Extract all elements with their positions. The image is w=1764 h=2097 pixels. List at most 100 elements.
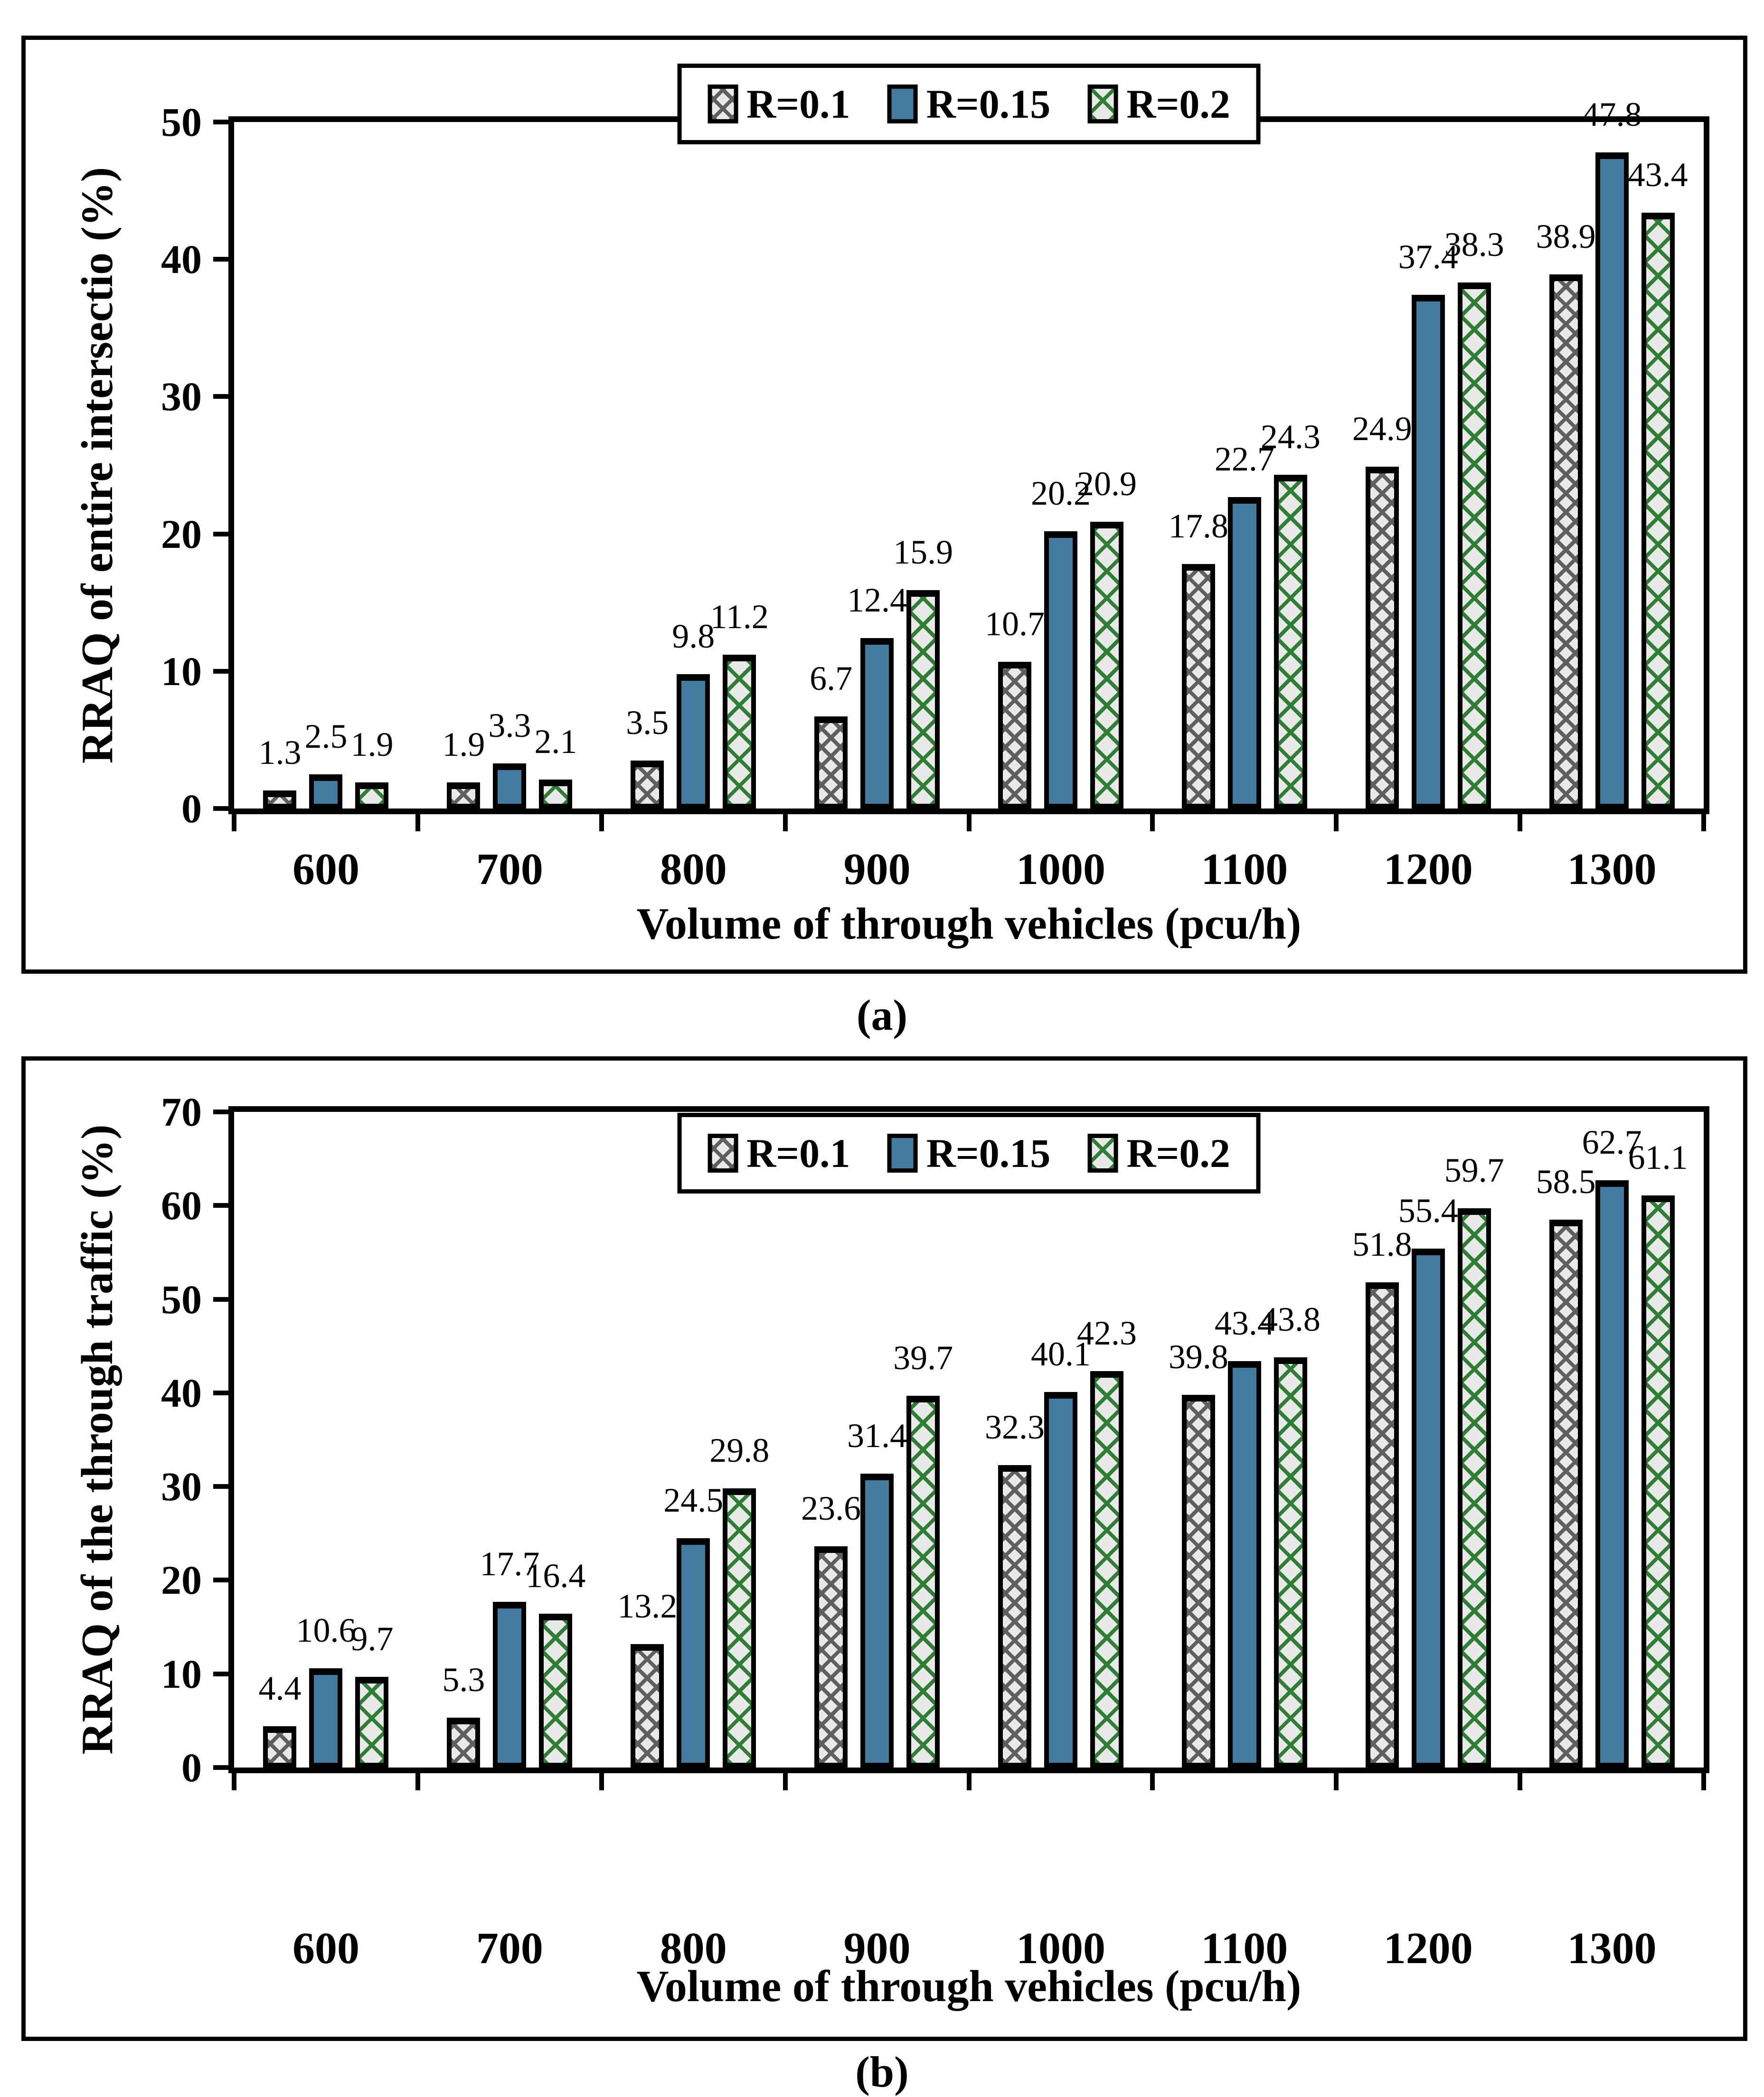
bar-R=0.2-1000 xyxy=(1090,1371,1123,1768)
x-tick-label-600: 600 xyxy=(292,845,359,894)
bar-R=0.15-700 xyxy=(493,763,527,809)
bar-value-label: 10.7 xyxy=(984,604,1045,643)
bar-value-label: 22.7 xyxy=(1214,440,1274,478)
x-axis-tick xyxy=(966,1773,972,1790)
x-axis-tick xyxy=(232,814,236,831)
y-axis-tick xyxy=(213,806,228,811)
legend-swatch-r015-icon xyxy=(887,85,918,123)
y-axis-tick xyxy=(213,120,228,124)
x-axis-title-b: Volume of through vehicles (pcu/h) xyxy=(636,1962,1302,2011)
x-axis-tick xyxy=(1334,814,1339,831)
bar-value-label: 37.4 xyxy=(1398,238,1458,276)
bar-value-label: 43.8 xyxy=(1260,1300,1321,1338)
x-tick-label-600: 600 xyxy=(292,1924,359,1973)
bar-value-label: 62.7 xyxy=(1582,1123,1642,1162)
bar-R=0.2-900 xyxy=(906,1395,940,1768)
bar-R=0.1-600 xyxy=(263,790,297,809)
y-axis-tick xyxy=(213,1578,228,1583)
bar-R=0.1-800 xyxy=(631,760,664,809)
y-axis-tick xyxy=(213,668,228,674)
bar-R=0.2-600 xyxy=(355,1676,389,1768)
x-axis-tick xyxy=(599,814,604,831)
legend-item-r02: R=0.2 xyxy=(1087,80,1230,128)
x-axis-tick xyxy=(1701,1773,1706,1790)
panel-a: RRAQ of entire intersectio (%) R=0.1 R=0… xyxy=(21,36,1747,974)
y-axis-tick xyxy=(213,1484,228,1489)
y-tick-label-70: 70 xyxy=(161,1089,202,1135)
bar-R=0.2-600 xyxy=(355,782,389,809)
bar-R=0.1-1200 xyxy=(1365,1282,1399,1768)
bar-value-label: 1.3 xyxy=(258,733,302,772)
bar-R=0.2-800 xyxy=(723,1488,756,1768)
x-tick-label-900: 900 xyxy=(843,845,911,894)
x-axis-tick xyxy=(783,814,788,831)
x-axis-tick xyxy=(232,1773,236,1790)
y-tick-label-0: 0 xyxy=(181,1745,202,1790)
bar-R=0.15-1200 xyxy=(1411,1249,1445,1768)
legend-item-r01: R=0.1 xyxy=(707,1129,850,1177)
bar-value-label: 29.8 xyxy=(709,1431,770,1470)
bar-R=0.15-600 xyxy=(309,774,343,809)
bar-value-label: 5.3 xyxy=(442,1661,485,1699)
x-axis-tick xyxy=(966,814,972,831)
legend-swatch-r01-icon xyxy=(707,85,738,123)
bar-value-label: 42.3 xyxy=(1076,1314,1137,1353)
y-axis-tick xyxy=(213,257,228,262)
legend-a: R=0.1 R=0.15 R=0.2 xyxy=(677,64,1261,144)
bar-value-label: 38.3 xyxy=(1444,226,1504,264)
bar-R=0.1-1100 xyxy=(1181,564,1215,809)
bars-a: 1.3 2.5 1.9 1.9 3.3 2.1 3.5 9.8 11.2 6.7 12.4 15.9 1… xyxy=(234,95,1704,809)
legend-b: R=0.1 R=0.15 R=0.2 xyxy=(677,1113,1261,1194)
bar-R=0.15-1000 xyxy=(1044,531,1077,809)
legend-item-r015: R=0.15 xyxy=(887,1129,1051,1177)
bar-R=0.2-900 xyxy=(906,590,940,809)
y-tick-label-20: 20 xyxy=(161,511,202,557)
bar-R=0.1-1300 xyxy=(1549,1219,1583,1768)
bar-R=0.1-1000 xyxy=(998,661,1031,809)
legend-label-r02: R=0.2 xyxy=(1126,81,1230,127)
y-axis-tick xyxy=(213,1203,228,1208)
bar-value-label: 40.1 xyxy=(1030,1335,1091,1373)
bar-R=0.15-900 xyxy=(860,638,894,809)
y-tick-label-10: 10 xyxy=(161,1651,202,1697)
caption-a: (a) xyxy=(856,991,908,1039)
y-tick-label-50: 50 xyxy=(161,99,202,145)
bar-value-label: 10.6 xyxy=(296,1611,356,1649)
legend-label-r015: R=0.15 xyxy=(926,1130,1051,1176)
bar-value-label: 1.9 xyxy=(350,725,394,764)
x-tick-label-900: 900 xyxy=(843,1924,911,1973)
panel-b: RRAQ of the through traffic (%) R=0.1 R=… xyxy=(21,1056,1747,2041)
plot-area-a: R=0.1 R=0.15 R=0.2 1.3 2.5 1.9 1.9 3.3 2.1 3.5… xyxy=(228,64,1709,814)
y-tick-label-40: 40 xyxy=(161,1370,202,1416)
bar-value-label: 2.1 xyxy=(534,723,577,761)
legend-swatch-r02-icon xyxy=(1087,1134,1118,1173)
x-axis-tick xyxy=(415,814,420,831)
bar-value-label: 43.4 xyxy=(1214,1304,1274,1342)
legend-item-r015: R=0.15 xyxy=(887,80,1050,128)
y-axis-tick xyxy=(213,1110,228,1114)
bar-R=0.2-1200 xyxy=(1457,282,1491,809)
x-axis-tick xyxy=(783,1773,788,1790)
bar-value-label: 3.5 xyxy=(626,703,669,742)
bar-value-label: 61.1 xyxy=(1628,1138,1688,1176)
bar-R=0.1-900 xyxy=(814,716,848,809)
bar-value-label: 3.3 xyxy=(488,706,531,744)
bar-R=0.2-1200 xyxy=(1457,1208,1491,1768)
bar-R=0.1-600 xyxy=(263,1726,297,1768)
y-tick-label-60: 60 xyxy=(161,1183,202,1229)
bar-R=0.15-1300 xyxy=(1595,152,1629,809)
bar-value-label: 31.4 xyxy=(847,1416,907,1455)
bar-value-label: 11.2 xyxy=(710,598,769,636)
bar-R=0.2-1300 xyxy=(1641,1195,1675,1768)
y-axis-tick xyxy=(213,1390,228,1395)
bar-value-label: 17.8 xyxy=(1168,507,1228,545)
bar-R=0.2-800 xyxy=(723,655,756,809)
bar-value-label: 1.9 xyxy=(442,725,485,764)
legend-swatch-r02-icon xyxy=(1087,85,1118,123)
y-axis-tick xyxy=(213,1671,228,1676)
legend-item-r02: R=0.2 xyxy=(1087,1129,1230,1177)
caption-b: (b) xyxy=(855,2048,909,2096)
x-axis-tick xyxy=(599,1773,604,1790)
y-axis-tick xyxy=(213,1765,228,1770)
bar-R=0.2-1300 xyxy=(1641,212,1675,809)
